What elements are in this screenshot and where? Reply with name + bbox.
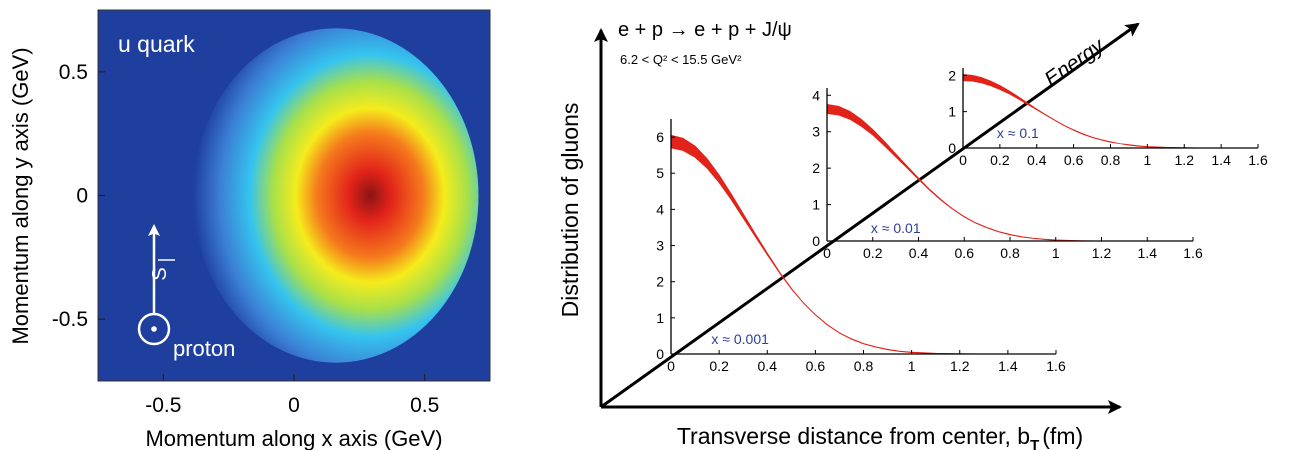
subplot-x-tick-label: 1.6 — [1183, 245, 1203, 261]
gluon-y-axis-label: Distribution of gluons — [557, 103, 583, 318]
subplot-x-value-label: x ≈ 0.001 — [711, 331, 769, 347]
subplot-x-value-label: x ≈ 0.1 — [997, 125, 1039, 141]
heatmap-panel: u quark S proton -0.5 0 0.5 0.5 0 -0.5 Moment… — [8, 9, 491, 450]
subplot-x-tick-label: 0.8 — [854, 358, 874, 374]
gluon-subplot-2: 0 0.2 0.4 0.6 0.8 1 1.2 1.4 1.6 0 1 2 3 4 x ≈ 0.01 — [812, 87, 1203, 261]
subplot-x-tick-label: 1 — [908, 358, 916, 374]
subplot-x-tick-label: 1.2 — [950, 358, 970, 374]
q2-range-label: 6.2 < Q² < 15.5 GeV² — [620, 52, 742, 67]
heatmap-y-tick-label: 0 — [76, 185, 88, 208]
gluon-subplot-3: 0 0.2 0.4 0.6 0.8 1 1.2 1.4 1.6 0 1 2 x ≈ 0.1 — [948, 67, 1268, 168]
subplot-x-tick-label: 0.6 — [955, 245, 975, 261]
gluon-subplot-1: 0 0.2 0.4 0.6 0.8 1 1.2 1.4 1.6 0 1 2 3 4 5 6 x ≈ 0.001 — [656, 119, 1066, 374]
subplot-y-tick-label: 3 — [656, 238, 664, 254]
subplot-x-value-label: x ≈ 0.01 — [871, 220, 921, 236]
subplot-y-tick-label: 2 — [812, 160, 820, 176]
subplot-x-tick-label: 0.6 — [806, 358, 826, 374]
subplot-x-tick-label: 1.4 — [1138, 245, 1158, 261]
subplot-y-tick-label: 2 — [948, 67, 956, 83]
subplot-x-tick-label: 1.4 — [998, 358, 1018, 374]
subplot-x-tick-label: 0.6 — [1064, 152, 1084, 168]
subplot-x-tick-label: 0 — [823, 245, 831, 261]
subplot-x-tick-label: 0.4 — [909, 245, 929, 261]
subplot-y-tick-label: 6 — [656, 129, 664, 145]
gluon-panel: e + p → e + p + J/ψ 6.2 < Q² < 15.5 GeV²… — [557, 19, 1268, 450]
heatmap-y-tick-label: -0.5 — [52, 308, 88, 331]
subplot-x-tick-label: 0 — [667, 358, 675, 374]
subplot-x-tick-label: 1 — [1052, 245, 1060, 261]
subplot-y-tick-label: 4 — [812, 87, 820, 103]
gluon-x-axis-unit: (fm) — [1042, 423, 1083, 449]
subplot-x-tick-label: 0.2 — [990, 152, 1010, 168]
subplot-x-tick-label: 0.4 — [758, 358, 778, 374]
heatmap-x-tick-label: -0.5 — [145, 394, 181, 417]
subplot-x-tick-label: 1 — [1143, 152, 1151, 168]
energy-axis — [600, 22, 1140, 409]
subplot-y-tick-label: 3 — [812, 124, 820, 140]
heatmap-y-tick-label: 0.5 — [59, 61, 88, 84]
gluon-x-axis-label: Transverse distance from center, bT (fm) — [677, 423, 1083, 450]
subplot-x-tick-label: 0 — [959, 152, 967, 168]
quark-label: u quark — [118, 31, 195, 57]
subplot-x-tick-label: 1.6 — [1248, 152, 1268, 168]
subplot-y-tick-label: 5 — [656, 165, 664, 181]
subplot-y-tick-label: 1 — [812, 197, 820, 213]
subplot-x-tick-label: 0.2 — [863, 245, 883, 261]
energy-label: Energy — [1040, 33, 1109, 91]
subplot-y-tick-label: 0 — [812, 233, 820, 249]
subplot-x-tick-label: 0.4 — [1027, 152, 1047, 168]
subplot-y-tick-label: 0 — [656, 346, 664, 362]
subplot-x-tick-label: 0.8 — [1000, 245, 1020, 261]
heatmap-x-tick-label: 0.5 — [410, 394, 439, 417]
heatmap-distribution — [193, 28, 479, 363]
subplot-x-tick-label: 1.4 — [1211, 152, 1231, 168]
subplot-y-tick-label: 1 — [948, 104, 956, 120]
spin-label: S — [149, 267, 171, 280]
proton-icon — [137, 312, 171, 346]
subplot-y-tick-label: 1 — [656, 310, 664, 326]
proton-dot-icon — [151, 326, 157, 332]
subplot-x-tick-label: 0.8 — [1101, 152, 1121, 168]
subplot-x-tick-label: 1.2 — [1092, 245, 1112, 261]
subplot-x-tick-label: 0.2 — [709, 358, 729, 374]
heatmap-y-axis-label: Momentum along y axis (GeV) — [8, 47, 33, 344]
reaction-label: e + p → e + p + J/ψ — [618, 19, 792, 41]
subplot-y-tick-label: 2 — [656, 274, 664, 290]
heatmap-x-tick-label: 0 — [288, 394, 300, 417]
gluon-x-axis-subscript: T — [1030, 437, 1039, 450]
subplot-y-tick-label: 4 — [656, 201, 664, 217]
heatmap-x-axis-label: Momentum along x axis (GeV) — [145, 426, 442, 450]
subplot-y-tick-label: 0 — [948, 140, 956, 156]
subplot-x-tick-label: 1.2 — [1175, 152, 1195, 168]
subplot-x-tick-label: 1.6 — [1046, 358, 1066, 374]
proton-label: proton — [173, 336, 235, 361]
heatmap-ticks: -0.5 0 0.5 0.5 0 -0.5 — [52, 61, 439, 417]
